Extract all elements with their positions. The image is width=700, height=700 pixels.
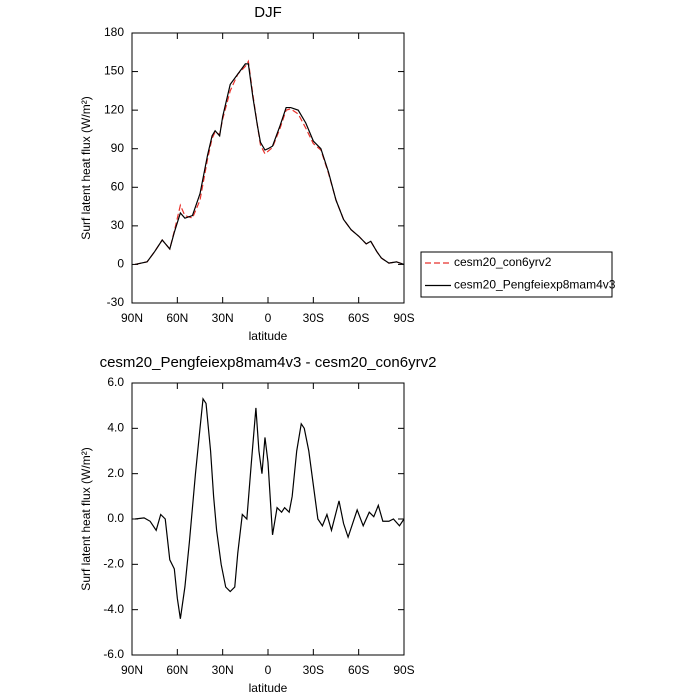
x-axis-label: latitude	[249, 329, 288, 343]
y-tick-label: -6.0	[103, 647, 124, 661]
y-axis-label: Surf latent heat flux (W/m²)	[79, 96, 93, 239]
data-line	[134, 397, 405, 619]
x-tick-label: 90S	[393, 663, 414, 677]
x-tick-label: 60N	[166, 311, 188, 325]
x-tick-label: 30S	[303, 663, 324, 677]
y-tick-label: 4.0	[107, 421, 124, 435]
plot-frame	[131, 32, 405, 304]
x-tick-label: 30N	[212, 311, 234, 325]
y-tick-label: 180	[104, 25, 124, 39]
y-tick-label: 30	[111, 218, 125, 232]
chart-title: DJF	[254, 4, 282, 21]
data-line	[134, 63, 405, 266]
legend-label: cesm20_Pengfeiexp8mam4v3	[454, 278, 616, 292]
plot-frame	[131, 382, 405, 656]
y-tick-label: 120	[104, 102, 124, 116]
x-tick-label: 60S	[348, 311, 369, 325]
x-tick-label: 0	[265, 311, 272, 325]
y-tick-label: -30	[107, 295, 125, 309]
x-tick-label: 60N	[166, 663, 188, 677]
data-line	[134, 59, 405, 266]
y-tick-label: -4.0	[103, 602, 124, 616]
y-tick-label: 90	[111, 141, 125, 155]
legend-box	[420, 251, 613, 298]
x-tick-label: 90N	[121, 311, 143, 325]
y-tick-label: 0.0	[107, 511, 124, 525]
x-tick-label: 0	[265, 663, 272, 677]
x-tick-label: 90N	[121, 663, 143, 677]
y-tick-label: -2.0	[103, 557, 124, 571]
legend-label: cesm20_con6yrv2	[454, 255, 552, 269]
y-axis-label: Surf latent heat flux (W/m²)	[79, 447, 93, 590]
y-tick-label: 60	[111, 179, 125, 193]
y-tick-label: 6.0	[107, 375, 124, 389]
x-tick-label: 30S	[303, 311, 324, 325]
x-tick-label: 90S	[393, 311, 414, 325]
x-tick-label: 60S	[348, 663, 369, 677]
x-axis-label: latitude	[249, 681, 288, 695]
y-tick-label: 2.0	[107, 466, 124, 480]
chart-title: cesm20_Pengfeiexp8mam4v3 - cesm20_con6yr…	[100, 354, 437, 371]
y-tick-label: 0	[117, 257, 124, 271]
x-tick-label: 30N	[212, 663, 234, 677]
y-tick-label: 150	[104, 64, 124, 78]
